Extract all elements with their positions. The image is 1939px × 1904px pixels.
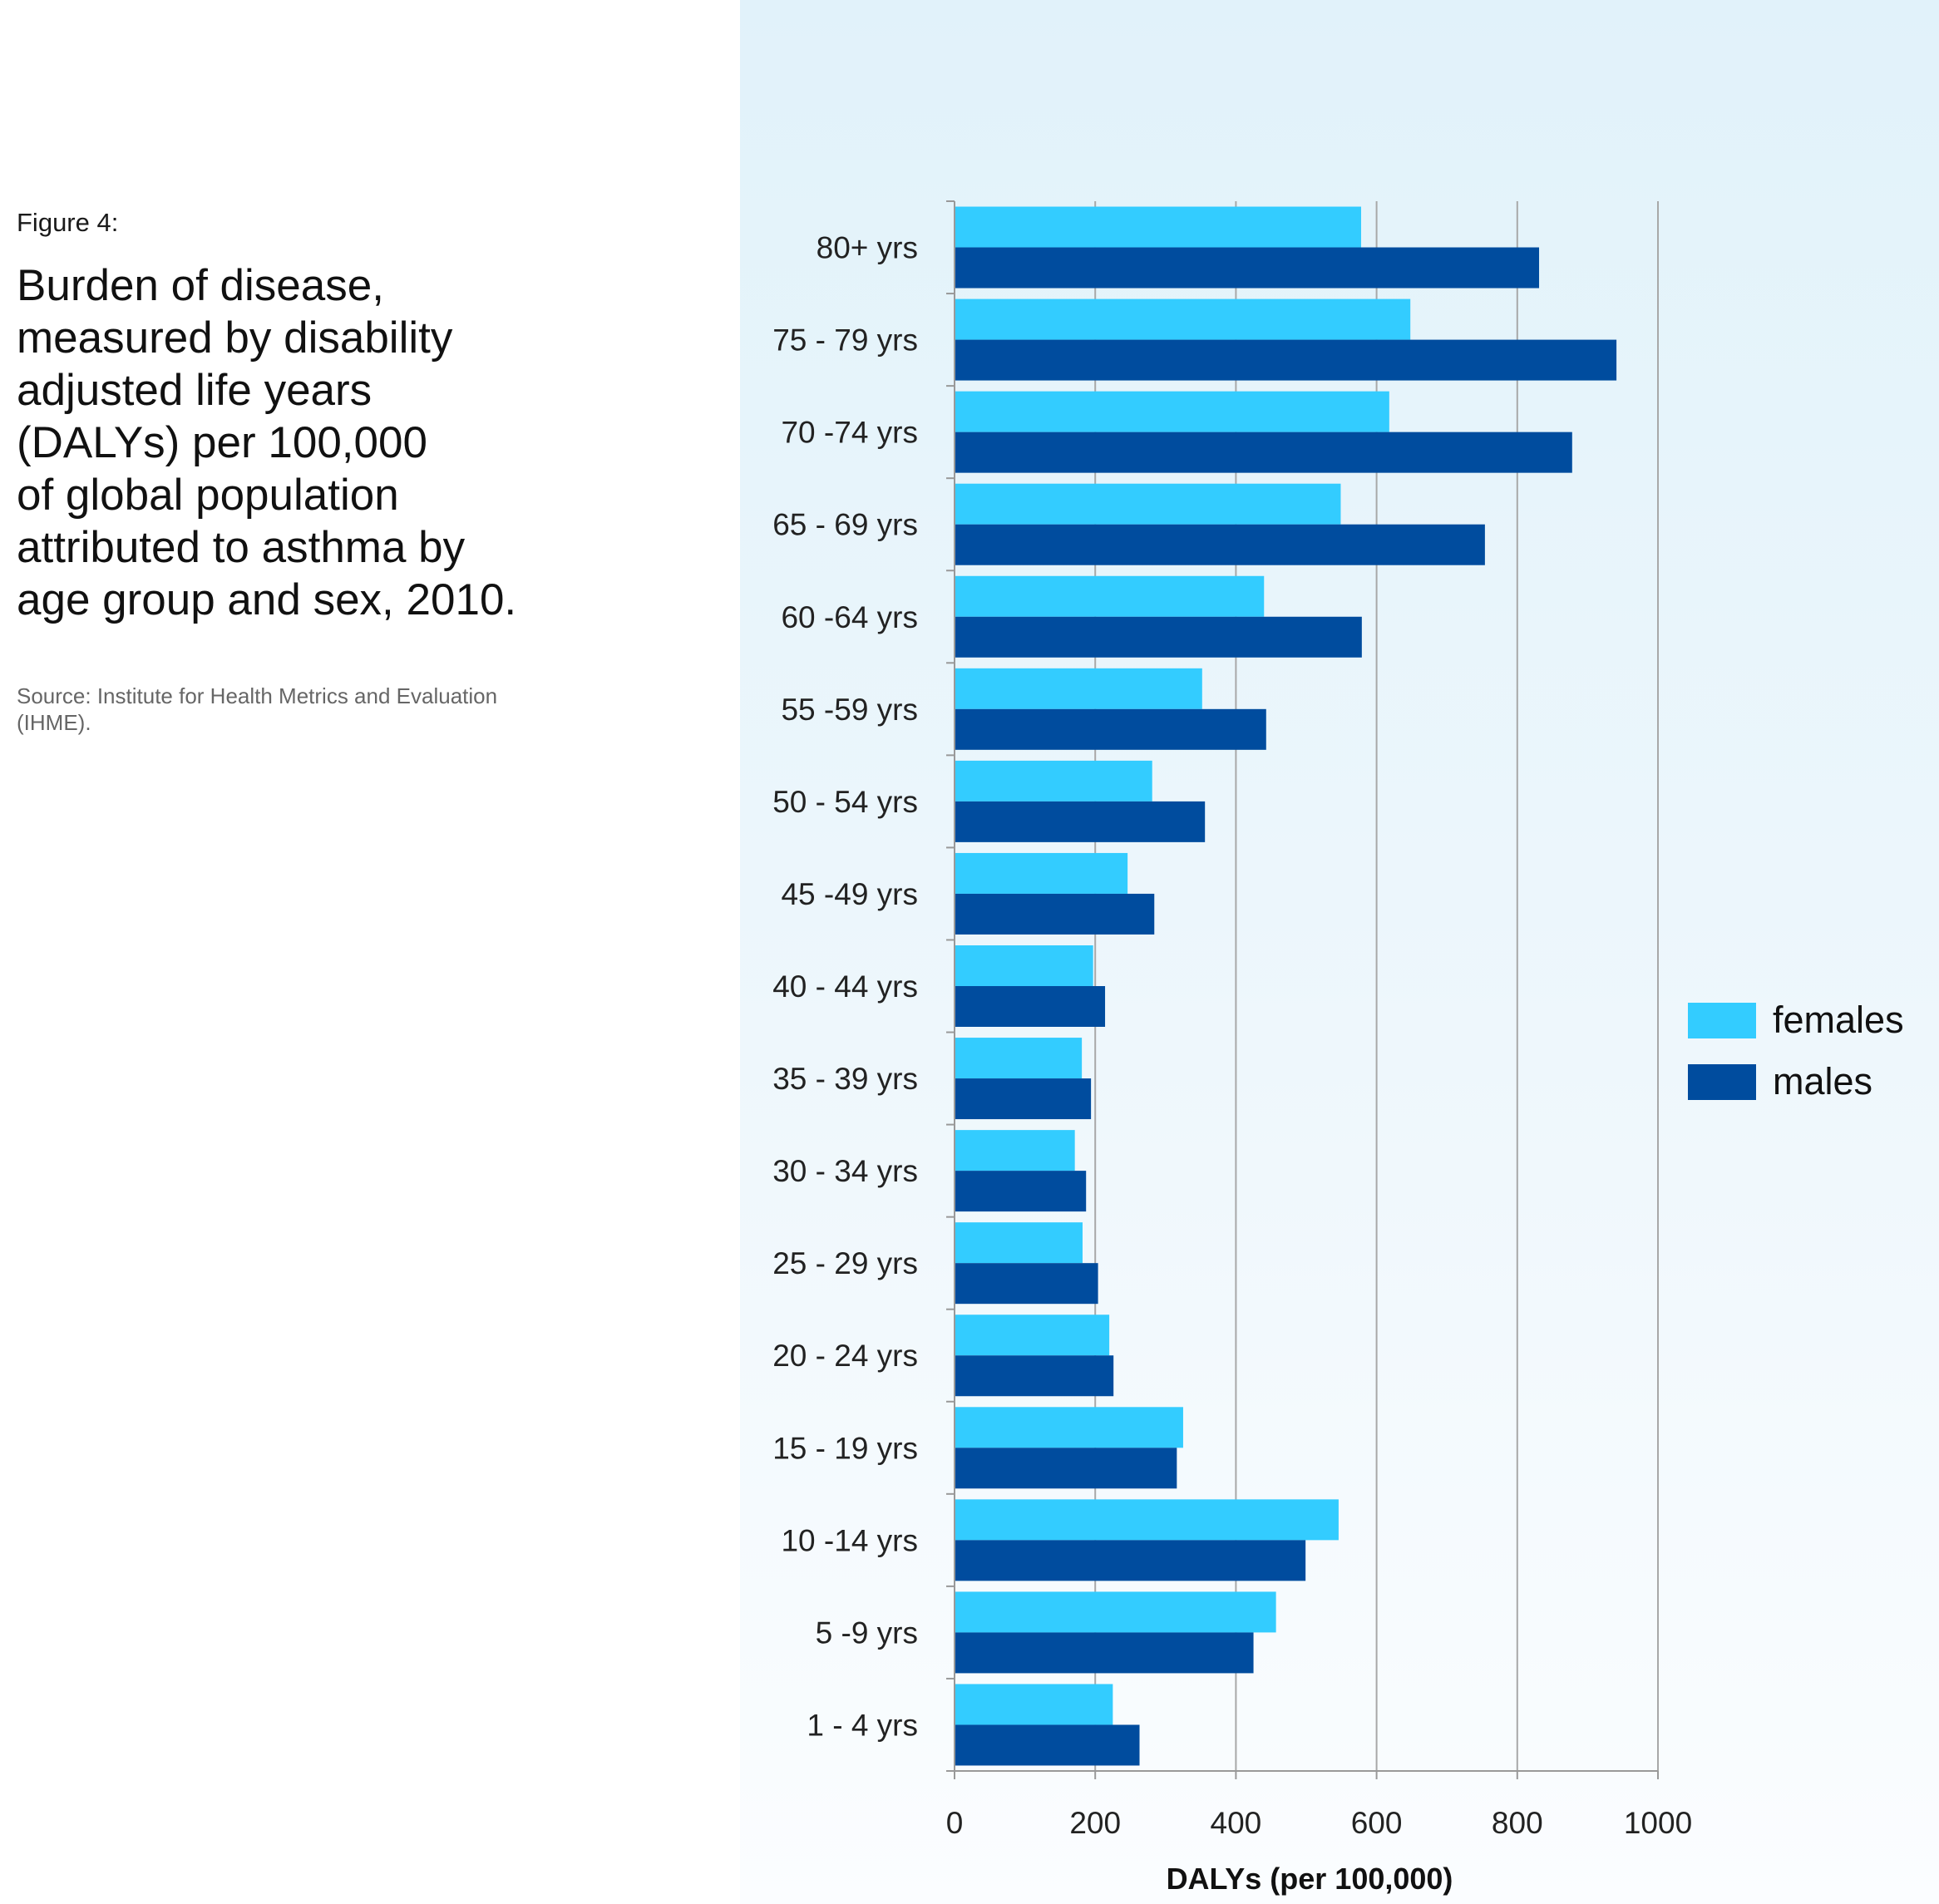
bar-females [955,575,1265,617]
x-tick-label: 800 [1492,1806,1543,1840]
category-label: 35 - 39 yrs [772,1062,918,1096]
bar-males [955,524,1485,565]
x-tick-label: 600 [1351,1806,1403,1840]
bar-females [955,483,1341,525]
category-label: 70 -74 yrs [781,416,918,450]
category-label: 30 - 34 yrs [772,1154,918,1188]
legend-label-males: males [1773,1060,1872,1102]
bar-males [955,247,1540,289]
x-tick-label: 200 [1069,1806,1121,1840]
bar-males [955,432,1572,473]
category-label: 40 - 44 yrs [772,969,918,1004]
bar-females [955,1038,1083,1079]
bar-females [955,668,1202,709]
bar-females [955,945,1093,986]
bar-females [955,1499,1339,1541]
category-label: 65 - 69 yrs [772,508,918,542]
bar-males [955,1540,1306,1581]
category-label: 10 -14 yrs [781,1523,918,1557]
bar-males [955,339,1617,381]
figure-label: Figure 4: [17,208,119,237]
bar-females [955,1591,1276,1633]
bar-females [955,206,1361,248]
category-label: 1 - 4 yrs [807,1708,918,1742]
bar-males [955,893,1155,935]
bar-males [955,616,1362,658]
figure-title: Burden of disease, measured by disabilit… [17,261,517,624]
bar-females [955,298,1411,340]
bar-males [955,1724,1140,1766]
category-label: 15 - 19 yrs [772,1431,918,1465]
bar-males [955,1632,1254,1674]
bar-males [955,1355,1114,1397]
figure-source: Source: Institute for Health Metrics and… [17,683,498,735]
category-label: 45 -49 yrs [781,877,918,911]
category-label: 50 - 54 yrs [772,785,918,819]
x-tick-label: 1000 [1624,1806,1692,1840]
bar-females [955,1315,1110,1356]
bar-males [955,1171,1087,1212]
category-label: 5 -9 yrs [816,1615,918,1650]
bar-males [955,1448,1177,1489]
bar-males [955,1263,1098,1305]
bar-females [955,1130,1075,1172]
legend: females males [1688,999,1904,1102]
bar-males [955,708,1266,750]
category-label: 20 - 24 yrs [772,1339,918,1373]
x-tick-label: 0 [946,1806,964,1840]
legend-label-females: females [1773,999,1904,1041]
x-axis-title: DALYs (per 100,000) [1167,1862,1453,1896]
category-label: 60 -64 yrs [781,600,918,634]
legend-swatch-females [1688,1003,1756,1038]
bar-females [955,1222,1083,1264]
bars [955,206,1617,1766]
figure-caption: Figure 4: Burden of disease, measured by… [17,208,549,736]
bar-females [955,852,1128,894]
x-tick-label: 400 [1211,1806,1262,1840]
bar-females [955,760,1152,802]
category-label: 55 -59 yrs [781,693,918,727]
bar-males [955,986,1106,1027]
bar-females [955,1407,1183,1448]
category-label: 25 - 29 yrs [772,1246,918,1280]
bar-females [955,1684,1113,1725]
bar-females [955,391,1389,432]
category-label: 80+ yrs [817,231,918,265]
legend-swatch-males [1688,1064,1756,1100]
bar-males [955,1078,1092,1120]
axes: 80+ yrs 75 - 79 yrs 70 -74 yrs 65 - 69 yrs 6… [772,200,1692,1840]
category-label: 75 - 79 yrs [772,323,918,358]
bar-males [955,801,1206,842]
